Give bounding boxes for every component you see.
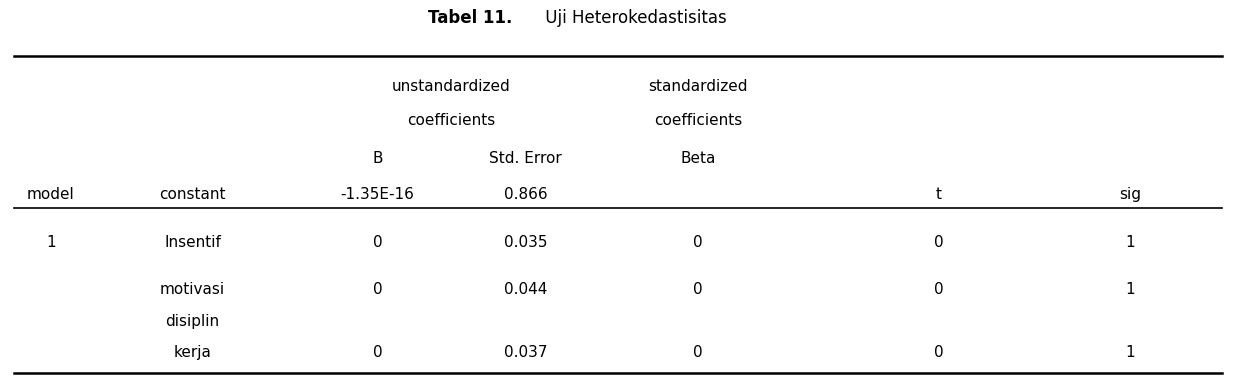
Text: 0: 0 (373, 235, 382, 250)
Text: 0: 0 (373, 282, 382, 297)
Text: disiplin: disiplin (166, 314, 220, 329)
Text: 0: 0 (693, 345, 703, 360)
Text: 0.037: 0.037 (504, 345, 548, 360)
Text: motivasi: motivasi (159, 282, 225, 297)
Text: standardized: standardized (649, 79, 748, 94)
Text: 1: 1 (46, 235, 56, 250)
Text: unstandardized: unstandardized (392, 79, 510, 94)
Text: 0: 0 (693, 235, 703, 250)
Text: model: model (27, 187, 74, 202)
Text: coefficients: coefficients (654, 113, 743, 128)
Text: 0: 0 (934, 345, 943, 360)
Text: sig: sig (1119, 187, 1141, 202)
Text: kerja: kerja (173, 345, 211, 360)
Text: Std. Error: Std. Error (489, 151, 562, 166)
Text: constant: constant (159, 187, 226, 202)
Text: t: t (936, 187, 942, 202)
Text: B: B (372, 151, 383, 166)
Text: Insentif: Insentif (164, 235, 221, 250)
Text: Beta: Beta (681, 151, 716, 166)
Text: 1: 1 (1125, 235, 1135, 250)
Text: 0.035: 0.035 (504, 235, 548, 250)
Text: 0: 0 (373, 345, 382, 360)
Text: 0: 0 (934, 282, 943, 297)
Text: coefficients: coefficients (408, 113, 496, 128)
Text: 1: 1 (1125, 345, 1135, 360)
Text: 0.044: 0.044 (504, 282, 548, 297)
Text: -1.35E-16: -1.35E-16 (341, 187, 414, 202)
Text: 0: 0 (693, 282, 703, 297)
Text: 0: 0 (934, 235, 943, 250)
Text: 0.866: 0.866 (504, 187, 548, 202)
Text: 1: 1 (1125, 282, 1135, 297)
Text: Uji Heterokedastisitas: Uji Heterokedastisitas (540, 10, 727, 28)
Text: Tabel 11.: Tabel 11. (428, 10, 513, 28)
